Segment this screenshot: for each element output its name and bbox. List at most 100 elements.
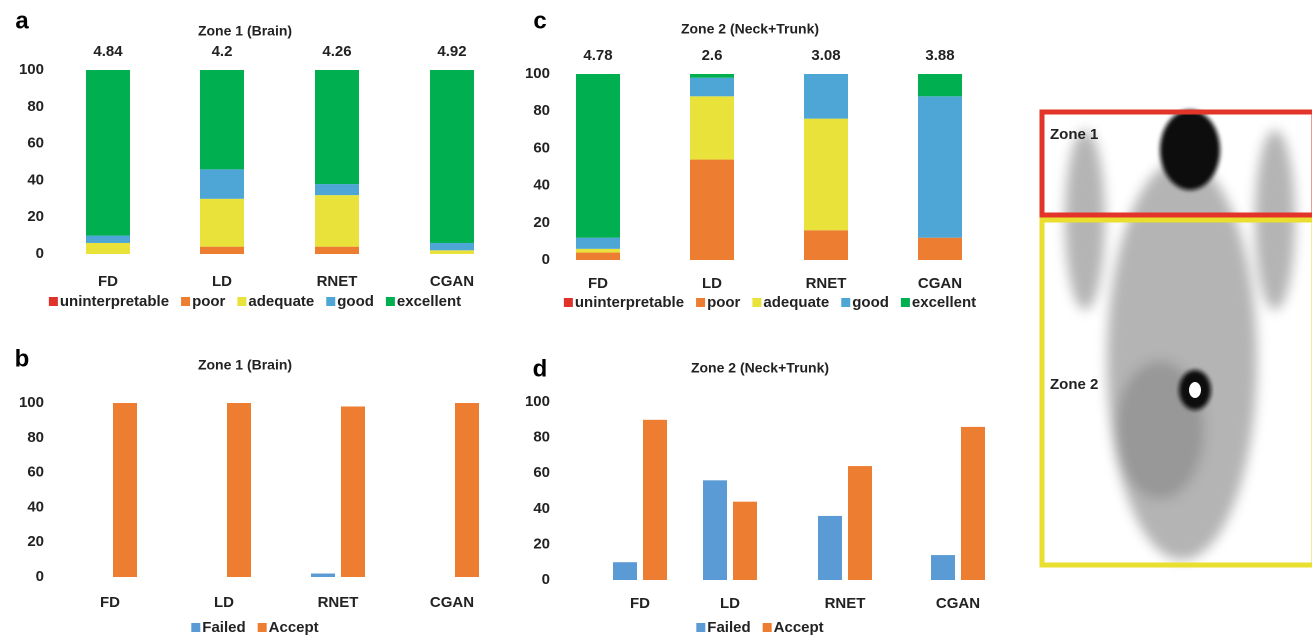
bar-segment: [690, 96, 734, 160]
bar-segment: [430, 242, 474, 251]
x-tick-label: RNET: [806, 275, 847, 292]
legend-swatch: [326, 297, 336, 306]
bar-segment: [576, 237, 620, 249]
bar-segment: [690, 77, 734, 97]
bar-segment: [200, 198, 244, 247]
legend-label: Failed: [707, 619, 750, 636]
bar: [613, 562, 637, 580]
bar-segment: [315, 195, 359, 247]
bar-segment: [430, 70, 474, 243]
bar-segment: [315, 184, 359, 196]
panel-label: d: [533, 355, 548, 382]
y-tick-label: 60: [27, 464, 44, 481]
bar: [961, 426, 985, 580]
bar: [643, 419, 667, 580]
pet-image: Zone 1 Zone 2: [1039, 109, 1312, 568]
legend-label: adequate: [248, 293, 314, 310]
legend-swatch: [181, 297, 191, 306]
x-tick-label: RNET: [318, 594, 359, 611]
y-tick-label: 100: [19, 394, 44, 411]
x-tick-label: CGAN: [430, 594, 474, 611]
legend-label: good: [337, 293, 374, 310]
legend-label: Accept: [269, 619, 319, 636]
legend-label: poor: [707, 294, 740, 311]
legend-label: excellent: [397, 293, 461, 310]
bar-segment: [918, 96, 962, 238]
bar: [703, 480, 727, 580]
legend: Failed Accept: [191, 619, 319, 636]
bar-segment: [86, 70, 130, 236]
legend-swatch: [257, 623, 267, 632]
bar: [733, 501, 757, 580]
bar-segment: [430, 250, 474, 254]
chart-title: Zone 2 (Neck+Trunk): [691, 360, 829, 376]
legend: uninterpretable poor adequate good excellent: [563, 294, 976, 311]
bar-segment: [804, 74, 848, 119]
bar-segment: [804, 230, 848, 260]
legend-swatch: [563, 298, 573, 307]
y-tick-label: 40: [27, 498, 44, 515]
x-tick-label: RNET: [317, 273, 358, 290]
zone-label: Zone 1: [1050, 126, 1098, 143]
x-tick-label: FD: [100, 594, 120, 611]
y-tick-label: 0: [542, 251, 550, 268]
legend-label: poor: [192, 293, 225, 310]
y-tick-label: 60: [533, 464, 550, 481]
y-tick-label: 80: [533, 429, 550, 446]
mean-score: 4.84: [93, 43, 123, 60]
mean-score: 4.26: [322, 43, 351, 60]
bar-segment: [918, 74, 962, 97]
y-tick-label: 40: [533, 177, 550, 194]
bar-segment: [804, 118, 848, 231]
x-tick-label: FD: [630, 595, 650, 612]
panel-label: a: [15, 7, 29, 34]
bar: [931, 555, 955, 580]
x-tick-label: RNET: [825, 595, 866, 612]
mean-score: 2.6: [702, 47, 723, 64]
y-tick-label: 0: [36, 245, 44, 262]
y-tick-label: 20: [533, 535, 550, 552]
x-tick-label: CGAN: [936, 595, 980, 612]
x-tick-label: FD: [588, 275, 608, 292]
bar: [848, 466, 872, 580]
x-tick-label: LD: [214, 594, 234, 611]
y-tick-label: 100: [525, 65, 550, 82]
legend: uninterpretable poor adequate good excellent: [48, 293, 461, 310]
legend-label: uninterpretable: [60, 293, 169, 310]
x-tick-label: CGAN: [918, 275, 962, 292]
y-tick-label: 60: [533, 139, 550, 156]
y-tick-label: 100: [525, 393, 550, 410]
bar-segment: [918, 237, 962, 260]
y-tick-label: 100: [19, 61, 44, 78]
x-tick-label: LD: [720, 595, 740, 612]
bar-segment: [576, 252, 620, 260]
legend-swatch: [48, 297, 58, 306]
legend-label: uninterpretable: [575, 294, 684, 311]
y-tick-label: 40: [533, 500, 550, 517]
bar-segment: [86, 235, 130, 243]
bar-segment: [315, 246, 359, 254]
mean-score: 3.88: [925, 47, 954, 64]
legend-swatch: [841, 298, 851, 307]
legend-label: Accept: [774, 619, 824, 636]
legend-swatch: [237, 297, 247, 306]
bar: [818, 515, 842, 580]
legend-label: excellent: [912, 294, 976, 311]
panel-label: c: [533, 7, 546, 34]
mean-score: 3.08: [811, 47, 840, 64]
y-tick-label: 40: [27, 171, 44, 188]
y-tick-label: 80: [27, 98, 44, 115]
x-tick-label: CGAN: [430, 273, 474, 290]
y-tick-label: 60: [27, 135, 44, 152]
y-tick-label: 20: [27, 208, 44, 225]
legend-swatch: [900, 298, 910, 307]
legend-label: adequate: [763, 294, 829, 311]
legend-swatch: [696, 298, 706, 307]
legend-label: Failed: [202, 619, 245, 636]
legend-swatch: [752, 298, 762, 307]
y-tick-label: 80: [533, 102, 550, 119]
mean-score: 4.92: [437, 43, 466, 60]
x-tick-label: FD: [98, 273, 118, 290]
